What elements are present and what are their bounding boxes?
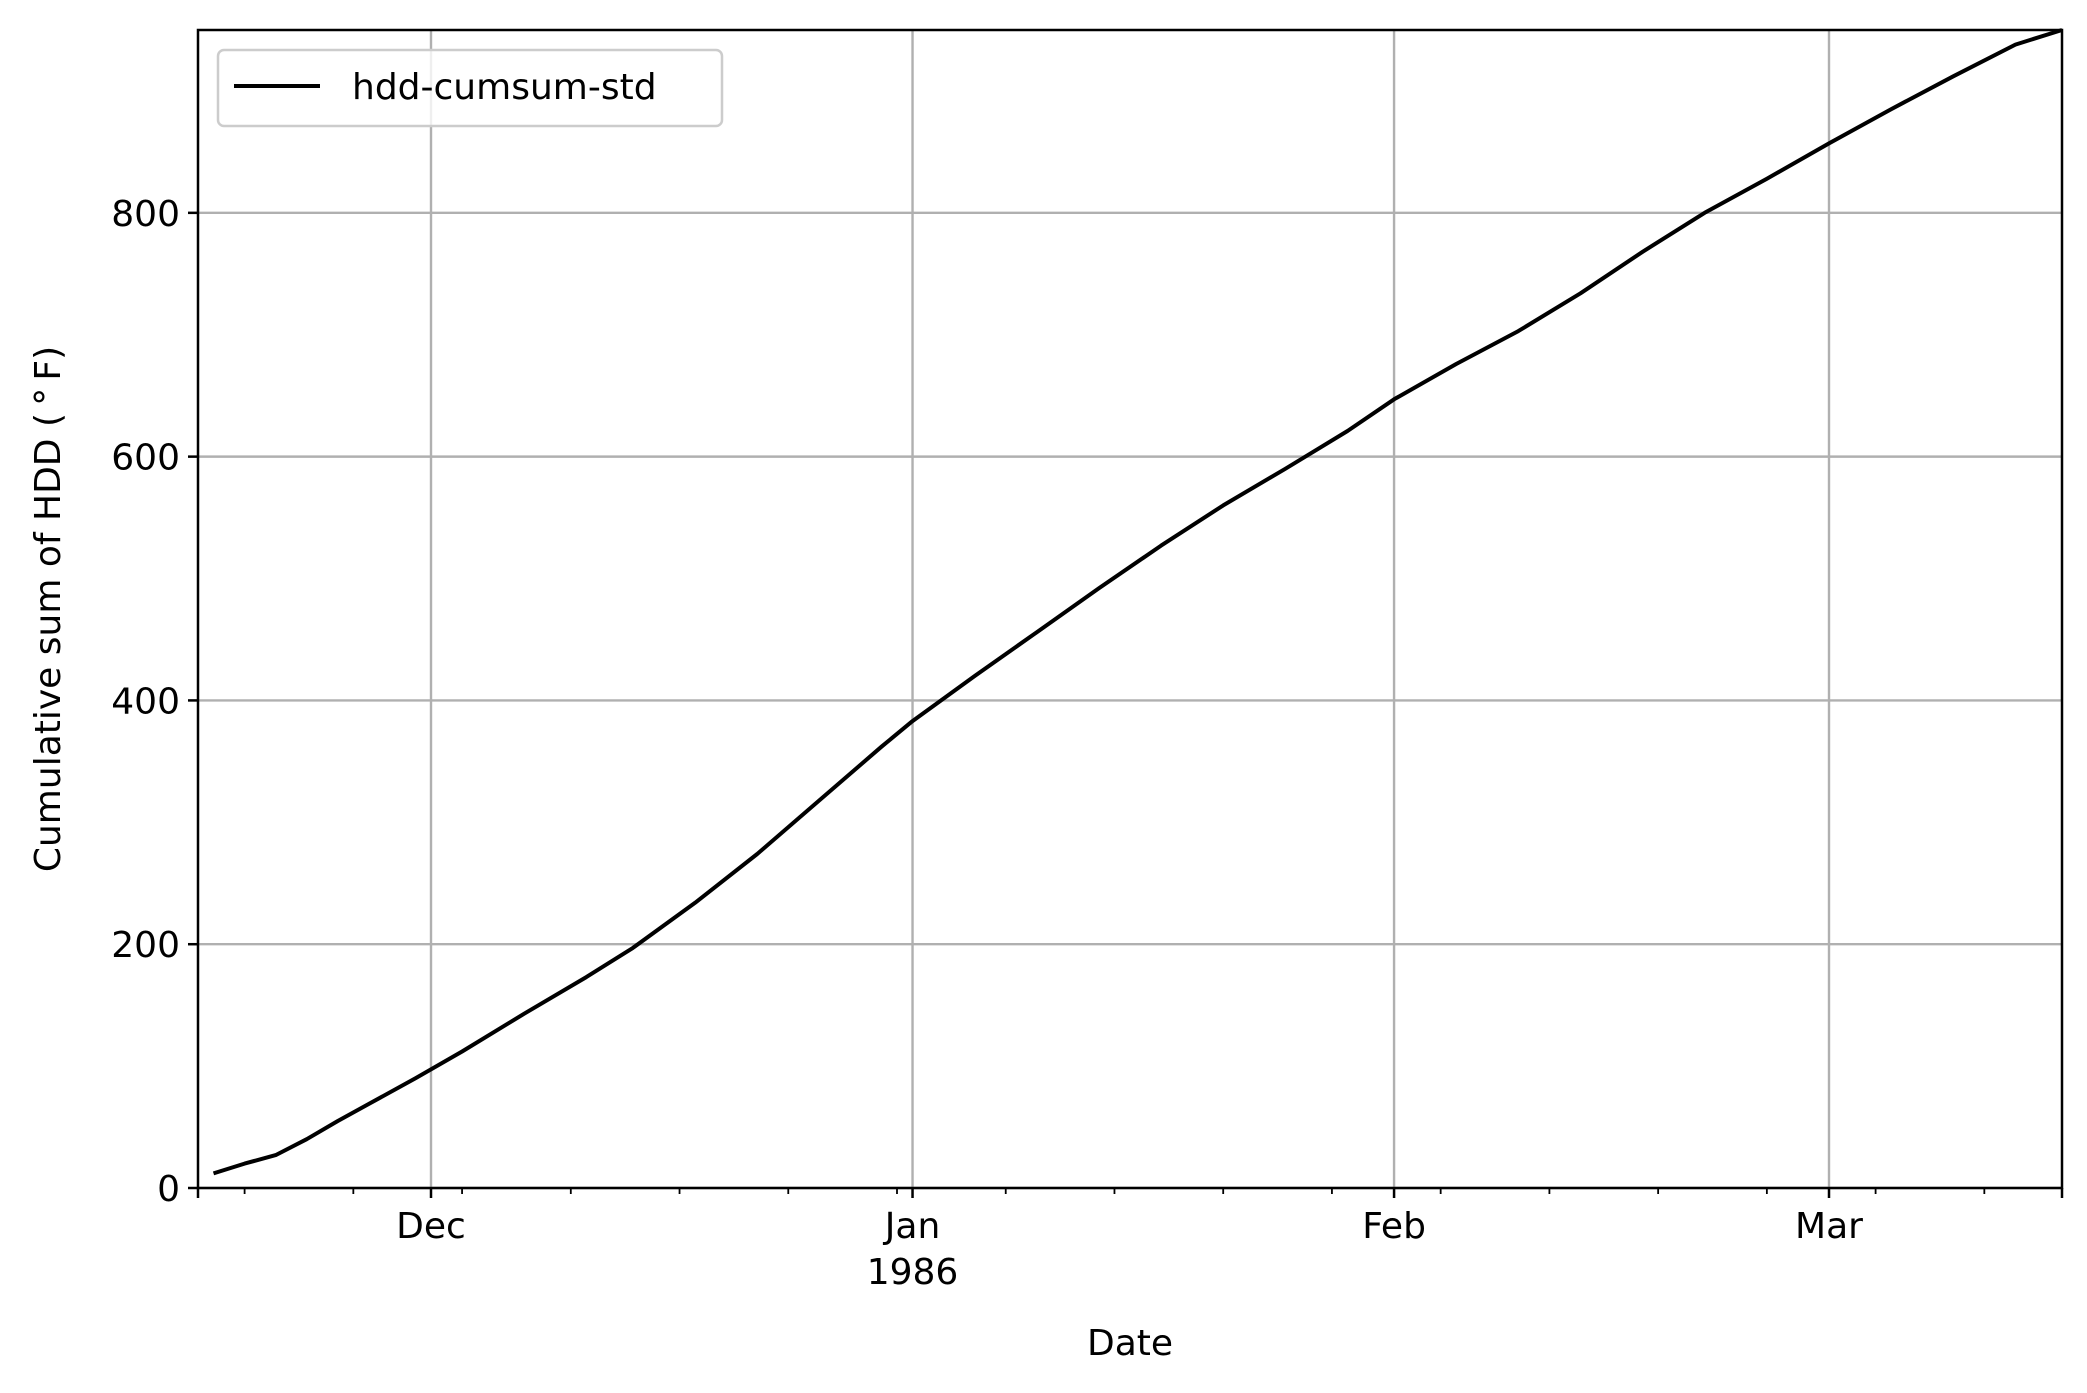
legend: hdd-cumsum-std [216, 48, 724, 128]
y-tick-label: 600 [111, 438, 180, 479]
axes-frame [196, 28, 2064, 1190]
x-axis-title: Date [1087, 1323, 1173, 1364]
axis-ticks [188, 211, 2064, 1198]
y-tick-label: 0 [157, 1169, 180, 1210]
x-tick-label: Dec [396, 1206, 466, 1247]
grid [198, 30, 2062, 1190]
x-tick-label: Mar [1795, 1206, 1863, 1247]
plot-area [212, 28, 2063, 1176]
axis-labels: 0 200 400 600 800 Dec Jan 1986 Feb Mar [111, 194, 1863, 1293]
x-tick-sublabel: 1986 [867, 1252, 959, 1293]
legend-label: hdd-cumsum-std [352, 67, 657, 108]
y-tick-label: 400 [111, 681, 180, 722]
x-tick-label: Jan [883, 1206, 941, 1247]
series-line-hdd-cumsum-std [212, 28, 2063, 1176]
x-tick-label: Feb [1362, 1206, 1426, 1247]
y-tick-label: 800 [111, 194, 180, 235]
y-tick-label: 200 [111, 925, 180, 966]
y-axis-title: Cumulative sum of HDD ( ° F) [28, 346, 69, 872]
legend-box [216, 48, 724, 128]
